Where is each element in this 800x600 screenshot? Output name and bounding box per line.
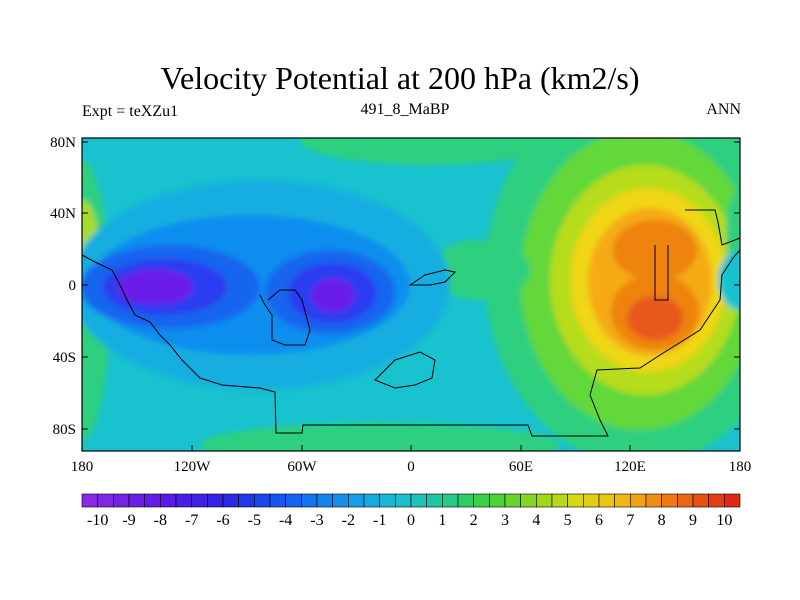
colorbar-box <box>128 493 145 508</box>
colorbar-label: 10 <box>716 512 732 529</box>
colorbar-label: -3 <box>310 512 323 529</box>
lat-tick-label: 40N <box>50 206 76 222</box>
coast-outline-asia <box>685 209 741 246</box>
colorbar-box <box>489 493 506 508</box>
colorbar-box <box>442 493 459 508</box>
lon-tick-label: 0 <box>407 459 415 475</box>
colorbar-box <box>551 493 568 508</box>
colorbar-box <box>222 493 239 508</box>
colorbar-box <box>614 493 631 508</box>
colorbar-box <box>254 493 271 508</box>
colorbar-box <box>661 493 678 508</box>
colorbar-box <box>457 493 474 508</box>
colorbar-label: -5 <box>248 512 261 529</box>
colorbar-label: -10 <box>87 512 108 529</box>
colorbar-label: 4 <box>532 512 540 529</box>
colorbar-box <box>144 493 161 508</box>
colorbar-box <box>97 493 114 508</box>
colorbar-box <box>285 493 302 508</box>
negative-core-e <box>311 278 355 312</box>
colorbar-box <box>301 493 318 508</box>
colorbar-label: 0 <box>407 512 415 529</box>
colorbar-box <box>677 493 694 508</box>
colorbar-label: 6 <box>595 512 603 529</box>
lon-tick-label: 120E <box>614 459 646 475</box>
lat-tick-label: 80S <box>53 422 76 438</box>
colorbar-box <box>536 493 553 508</box>
colorbar <box>81 493 741 508</box>
colorbar-label: -6 <box>216 512 229 529</box>
run-label: 491_8_MaBP <box>360 101 450 118</box>
colorbar-label: -7 <box>185 512 198 529</box>
lon-tick-label: 60W <box>287 459 317 475</box>
edge-contour-3 <box>726 190 740 270</box>
colorbar-label: -4 <box>279 512 292 529</box>
coast-outline-sa <box>259 289 311 346</box>
colorbar-box <box>348 493 365 508</box>
colorbar-box <box>191 493 208 508</box>
lat-tick-label: 80N <box>50 135 76 151</box>
colorbar-box <box>473 493 490 508</box>
experiment-label: Expt = teXZu1 <box>82 103 179 120</box>
colorbar-box <box>81 493 98 508</box>
colorbar-label: 9 <box>689 512 697 529</box>
chart-title: Velocity Potential at 200 hPa (km2/s) <box>160 60 640 96</box>
south-green-band <box>200 423 560 451</box>
colorbar-label: -9 <box>122 512 135 529</box>
negative-core-w <box>117 269 193 305</box>
colorbar-label: 5 <box>564 512 572 529</box>
colorbar-label: -2 <box>342 512 355 529</box>
coast-outline-island <box>654 245 669 301</box>
colorbar-box <box>708 493 725 508</box>
colorbar-box <box>379 493 396 508</box>
colorbar-box <box>426 493 443 508</box>
colorbar-box <box>692 493 709 508</box>
coast-outline-main <box>81 249 741 437</box>
lon-tick-label: 180 <box>71 459 94 475</box>
colorbar-label: 1 <box>438 512 446 529</box>
lat-tick-label: 0 <box>69 278 77 294</box>
colorbar-box <box>363 493 380 508</box>
colorbar-box <box>645 493 662 508</box>
lon-tick-label: 120W <box>174 459 212 475</box>
colorbar-box <box>583 493 600 508</box>
lon-tick-label: 180 <box>729 459 752 475</box>
coast-outline-australia <box>374 351 436 389</box>
colorbar-box <box>724 493 741 508</box>
colorbar-label: -1 <box>373 512 386 529</box>
axis-ticks <box>81 141 741 451</box>
colorbar-box <box>332 493 349 508</box>
colorbar-label: 2 <box>470 512 478 529</box>
colorbar-box <box>598 493 615 508</box>
lon-tick-label: 60E <box>509 459 533 475</box>
colorbar-label: 8 <box>658 512 666 529</box>
lat-tick-label: 40S <box>53 350 76 366</box>
north-green-band <box>300 138 560 165</box>
colorbar-box <box>269 493 286 508</box>
colorbar-label: 7 <box>626 512 634 529</box>
colorbar-box <box>410 493 427 508</box>
positive-contour-7 <box>627 296 683 340</box>
colorbar-label: -8 <box>154 512 167 529</box>
colorbar-box <box>316 493 333 508</box>
colorbar-box <box>395 493 412 508</box>
season-label: ANN <box>706 101 741 118</box>
colorbar-label: 3 <box>501 512 509 529</box>
coast-outline-africa <box>408 269 457 286</box>
colorbar-box <box>630 493 647 508</box>
colorbar-box <box>238 493 255 508</box>
coastlines <box>81 209 741 437</box>
colorbar-box <box>207 493 224 508</box>
equatorial-green <box>430 240 530 300</box>
contour-field <box>82 138 740 451</box>
colorbar-box <box>175 493 192 508</box>
edge-contour-4 <box>718 250 740 310</box>
colorbar-labels: -10 -9 -8 -7 -6 -5 -4 -3 -2 -1 0 1 2 3 4 5 6 7 8 9 10 <box>87 512 732 529</box>
colorbar-box <box>504 493 521 508</box>
colorbar-box <box>520 493 537 508</box>
colorbar-box <box>113 493 130 508</box>
colorbar-box <box>567 493 584 508</box>
colorbar-box <box>160 493 177 508</box>
